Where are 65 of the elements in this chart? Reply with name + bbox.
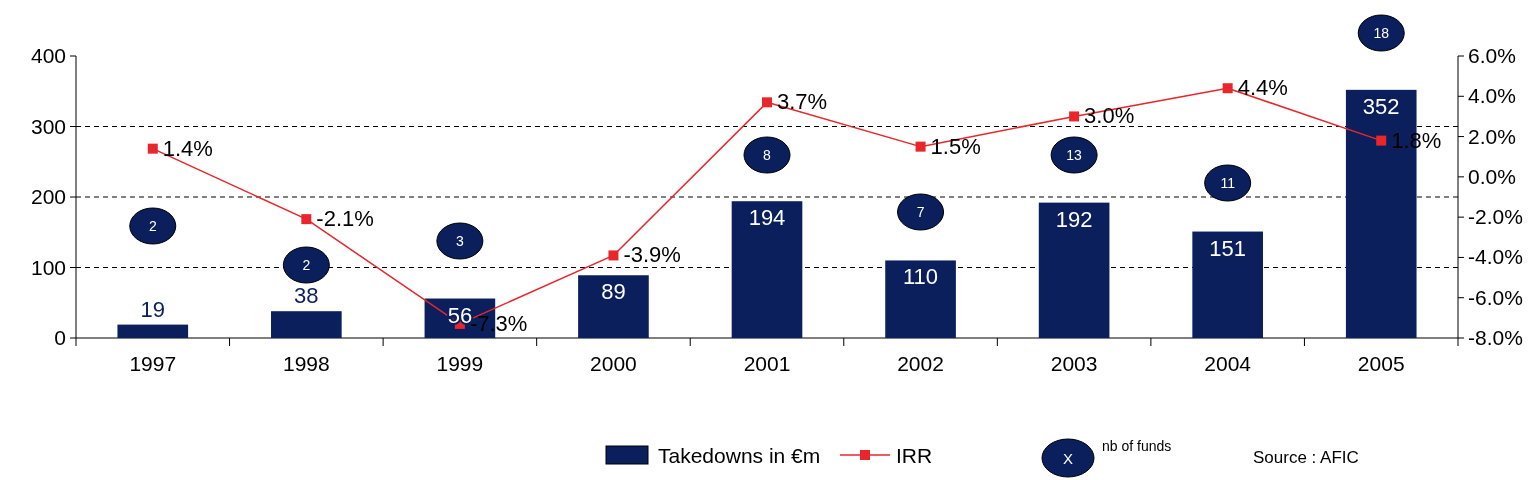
y-tick-label: 200 <box>30 185 66 208</box>
data-label: 3.0% <box>1084 103 1135 129</box>
text: 18 <box>1373 25 1390 41</box>
data-label: 38 <box>294 283 319 309</box>
x-tick-label: 2005 <box>1357 352 1405 375</box>
annotation: 8 <box>763 147 772 163</box>
x-tick-label: 1999 <box>436 352 484 375</box>
bar <box>578 275 649 338</box>
x-tick-label: 2002 <box>897 352 944 375</box>
y-tick-label: 0 <box>54 326 66 349</box>
point <box>762 97 772 108</box>
data-label: 194 <box>748 205 786 231</box>
bar <box>117 324 189 338</box>
data-label: 4.4% <box>1237 75 1288 101</box>
x-tick-label: 2001 <box>743 352 791 375</box>
point <box>1222 83 1233 94</box>
bar <box>1192 231 1263 338</box>
annotation: 7 <box>916 204 925 220</box>
y2-tick-label: 6.0% <box>1468 44 1516 67</box>
x-tick-label: 2004 <box>1204 352 1252 375</box>
annotation: 11 <box>1220 175 1236 191</box>
x-tick-label: 1997 <box>129 352 177 375</box>
x-tick-label: 1998 <box>282 352 330 375</box>
data-label: 151 <box>1209 235 1247 261</box>
point <box>1069 111 1080 122</box>
x-tick-label: 2000 <box>590 352 637 375</box>
legend-label: IRR <box>896 444 933 467</box>
annotation: 13 <box>1066 147 1083 163</box>
data-label: -3.9% <box>623 242 681 268</box>
legend-label: Takedowns in €m <box>658 444 821 467</box>
y2-tick-label: 2.0% <box>1468 124 1516 148</box>
y2-tick-label: -8.0% <box>1468 326 1523 349</box>
bar <box>885 260 956 338</box>
annotation: 2 <box>302 257 311 273</box>
data-label: 110 <box>903 264 939 290</box>
point <box>147 143 158 154</box>
data-label: 19 <box>140 296 166 322</box>
y-tick-label: 400 <box>30 44 66 67</box>
y2-tick-label: -4.0% <box>1468 245 1523 269</box>
point <box>915 141 926 152</box>
point <box>301 214 312 225</box>
annotation: 2 <box>148 218 157 234</box>
data-label: 192 <box>1055 206 1093 232</box>
data-label: -2.1% <box>316 206 374 232</box>
data-label: 1.5% <box>930 133 981 159</box>
text: X <box>1062 450 1074 467</box>
source-note: Source : AFIC <box>1253 448 1359 467</box>
data-label: 352 <box>1362 93 1400 119</box>
point <box>1376 135 1387 146</box>
text: nb of funds <box>1102 438 1172 454</box>
x-tick-label: 2003 <box>1050 352 1098 375</box>
data-label: 3.7% <box>777 89 828 115</box>
y2-tick-label: 4.0% <box>1468 84 1516 108</box>
y2-tick-label: -6.0% <box>1468 285 1523 309</box>
y2-tick-label: 0.0% <box>1468 164 1516 188</box>
y2-tick-label: -2.0% <box>1468 205 1523 229</box>
annotation: 3 <box>455 233 464 249</box>
bar <box>731 201 803 338</box>
bar <box>1038 202 1110 338</box>
data-label: 89 <box>601 279 626 305</box>
y-tick-label: 100 <box>30 255 66 279</box>
bar <box>271 311 342 338</box>
data-label: 1.4% <box>162 135 213 161</box>
y-tick-label: 300 <box>30 114 66 138</box>
point <box>608 250 619 261</box>
